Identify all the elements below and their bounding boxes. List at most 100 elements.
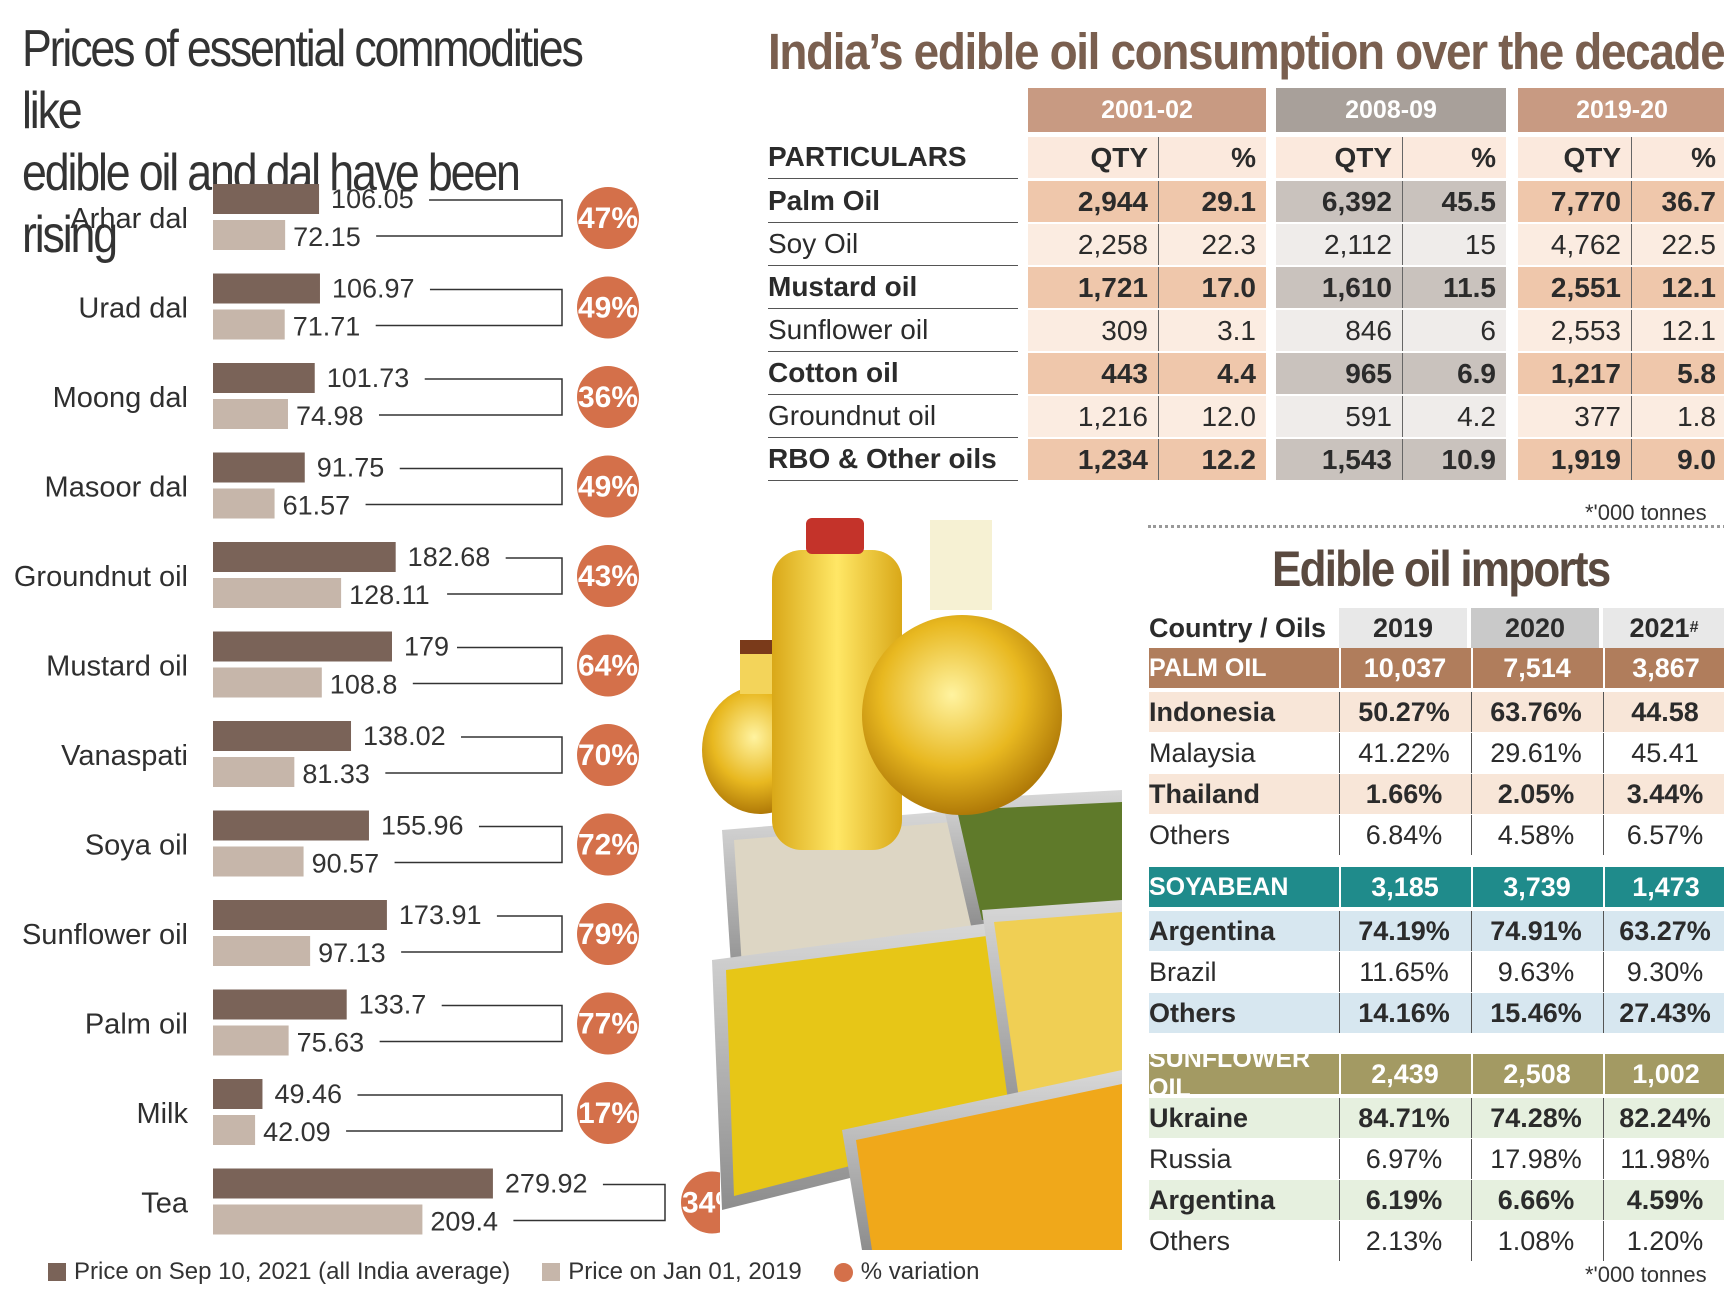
edible-oil-and-dal-photo bbox=[702, 518, 1122, 1250]
country-name: Ukraine bbox=[1149, 1102, 1249, 1133]
variation-label: 49% bbox=[578, 471, 638, 504]
pct-header: % bbox=[1403, 137, 1506, 178]
period-header: 2019-20 bbox=[1518, 88, 1724, 132]
qty-value: 591 bbox=[1276, 396, 1403, 437]
value-label-current: 173.91 bbox=[399, 900, 482, 930]
category-label: Palm oil bbox=[85, 1009, 188, 1041]
country-oils-header: Country / Oils bbox=[1149, 612, 1327, 643]
imports-title: Edible oil imports bbox=[1272, 541, 1611, 597]
category-label: Milk bbox=[136, 1098, 188, 1130]
group-total: 1,473 bbox=[1603, 867, 1724, 907]
country-name: Argentina bbox=[1149, 915, 1276, 946]
value-label-current: 91.75 bbox=[317, 453, 385, 483]
oil-name: Palm Oil bbox=[768, 180, 1018, 223]
bar-previous bbox=[213, 1025, 289, 1056]
variation-label: 70% bbox=[578, 739, 638, 772]
consumption-row: Palm Oil 2,944 29.1 6,392 45.5 7,770 36.7 bbox=[768, 180, 1724, 223]
pct-value: 15 bbox=[1403, 224, 1506, 265]
value-label-previous: 128.11 bbox=[349, 580, 430, 610]
legend-previous: Price on Jan 01, 2019 bbox=[542, 1258, 802, 1286]
oil-name: Sunflower oil bbox=[768, 309, 1018, 352]
share-value: 84.71% bbox=[1339, 1098, 1468, 1138]
qty-value: 1,543 bbox=[1276, 439, 1403, 480]
bar-previous bbox=[213, 488, 275, 519]
qty-value: 377 bbox=[1518, 396, 1632, 437]
share-value: 9.63% bbox=[1471, 952, 1600, 992]
value-label-previous: 90.57 bbox=[312, 849, 380, 879]
variation-circle bbox=[577, 724, 639, 786]
share-value: 4.58% bbox=[1471, 815, 1600, 855]
qty-value: 2,553 bbox=[1518, 310, 1632, 351]
country-name: Others bbox=[1149, 819, 1231, 850]
oil-group-name: SUNFLOWER OIL bbox=[1149, 1045, 1311, 1102]
oil-bottle bbox=[772, 518, 902, 850]
qty-value: 1,216 bbox=[1028, 396, 1159, 437]
category-label: Soya oil bbox=[85, 830, 188, 862]
variation-circle bbox=[577, 187, 639, 249]
pct-value: 12.0 bbox=[1159, 396, 1266, 437]
legend-previous-swatch bbox=[542, 1263, 561, 1281]
group-total: 3,739 bbox=[1471, 867, 1601, 907]
share-value: 27.43% bbox=[1603, 993, 1724, 1033]
imports-note: *'000 tonnes bbox=[1585, 1262, 1707, 1287]
bar-current bbox=[213, 452, 305, 483]
variation-label: 72% bbox=[578, 829, 638, 862]
share-value: 63.76% bbox=[1471, 692, 1600, 732]
import-country-row: Indonesia 50.27% 63.76% 44.58 bbox=[1149, 692, 1724, 732]
country-name: Malaysia bbox=[1149, 737, 1256, 768]
variation-circle bbox=[577, 366, 639, 428]
variation-label: 34% bbox=[682, 1187, 720, 1220]
bracket-line bbox=[378, 378, 563, 416]
qty-header: QTY bbox=[1518, 137, 1632, 178]
group-total: 2,508 bbox=[1471, 1054, 1601, 1094]
qty-value: 7,770 bbox=[1518, 181, 1632, 222]
pct-value: 29.1 bbox=[1159, 181, 1266, 222]
pct-value: 10.9 bbox=[1403, 439, 1506, 480]
variation-circle bbox=[577, 276, 639, 339]
pct-header: % bbox=[1159, 137, 1266, 178]
pct-value: 11.5 bbox=[1403, 267, 1506, 308]
value-label-current: 182.68 bbox=[408, 542, 491, 572]
share-value: 3.44% bbox=[1603, 774, 1724, 814]
bar-previous bbox=[213, 1115, 256, 1145]
variation-circle bbox=[577, 545, 639, 607]
import-country-row: Argentina 6.19% 6.66% 4.59% bbox=[1149, 1180, 1724, 1220]
pct-value: 12.1 bbox=[1632, 310, 1724, 351]
year-footnote-mark: # bbox=[1689, 619, 1699, 636]
consumption-row: Cotton oil 443 4.4 965 6.9 1,217 5.8 bbox=[768, 352, 1724, 395]
value-label-current: 179 bbox=[404, 632, 449, 662]
variation-circle bbox=[577, 455, 639, 518]
pct-value: 36.7 bbox=[1632, 181, 1724, 222]
oil-name: Cotton oil bbox=[768, 352, 1018, 395]
country-name: Russia bbox=[1149, 1143, 1232, 1174]
qty-header: QTY bbox=[1276, 137, 1403, 178]
qty-header: QTY bbox=[1028, 137, 1159, 178]
period-header: 2008-09 bbox=[1276, 88, 1506, 132]
pct-value: 4.4 bbox=[1159, 353, 1266, 394]
value-label-previous: 108.8 bbox=[330, 670, 398, 700]
oil-name: Soy Oil bbox=[768, 223, 1018, 266]
pct-value: 12.2 bbox=[1159, 439, 1266, 480]
consumption-row: Mustard oil 1,721 17.0 1,610 11.5 2,551 12.1 bbox=[768, 266, 1724, 309]
share-value: 14.16% bbox=[1339, 993, 1468, 1033]
variation-circle bbox=[681, 1171, 720, 1234]
import-country-row: Ukraine 84.71% 74.28% 82.24% bbox=[1149, 1098, 1724, 1138]
variation-circle bbox=[577, 992, 639, 1055]
bar-current bbox=[213, 273, 320, 304]
bracket-line bbox=[412, 646, 563, 685]
legend-previous-label: Price on Jan 01, 2019 bbox=[568, 1258, 802, 1285]
category-label: Masoor dal bbox=[45, 472, 188, 504]
variation-label: 43% bbox=[578, 560, 638, 593]
value-label-current: 133.7 bbox=[359, 990, 427, 1020]
bracket-line bbox=[376, 199, 563, 237]
share-value: 45.41 bbox=[1603, 733, 1724, 773]
bar-previous bbox=[213, 578, 342, 608]
country-name: Thailand bbox=[1149, 778, 1261, 809]
pct-value: 22.5 bbox=[1632, 224, 1724, 265]
bracket-line bbox=[385, 736, 563, 774]
variation-label: 47% bbox=[578, 202, 638, 235]
bar-current bbox=[213, 721, 352, 751]
share-value: 82.24% bbox=[1603, 1098, 1724, 1138]
value-label-current: 106.97 bbox=[332, 274, 415, 304]
legend-variation: % variation bbox=[833, 1258, 980, 1286]
